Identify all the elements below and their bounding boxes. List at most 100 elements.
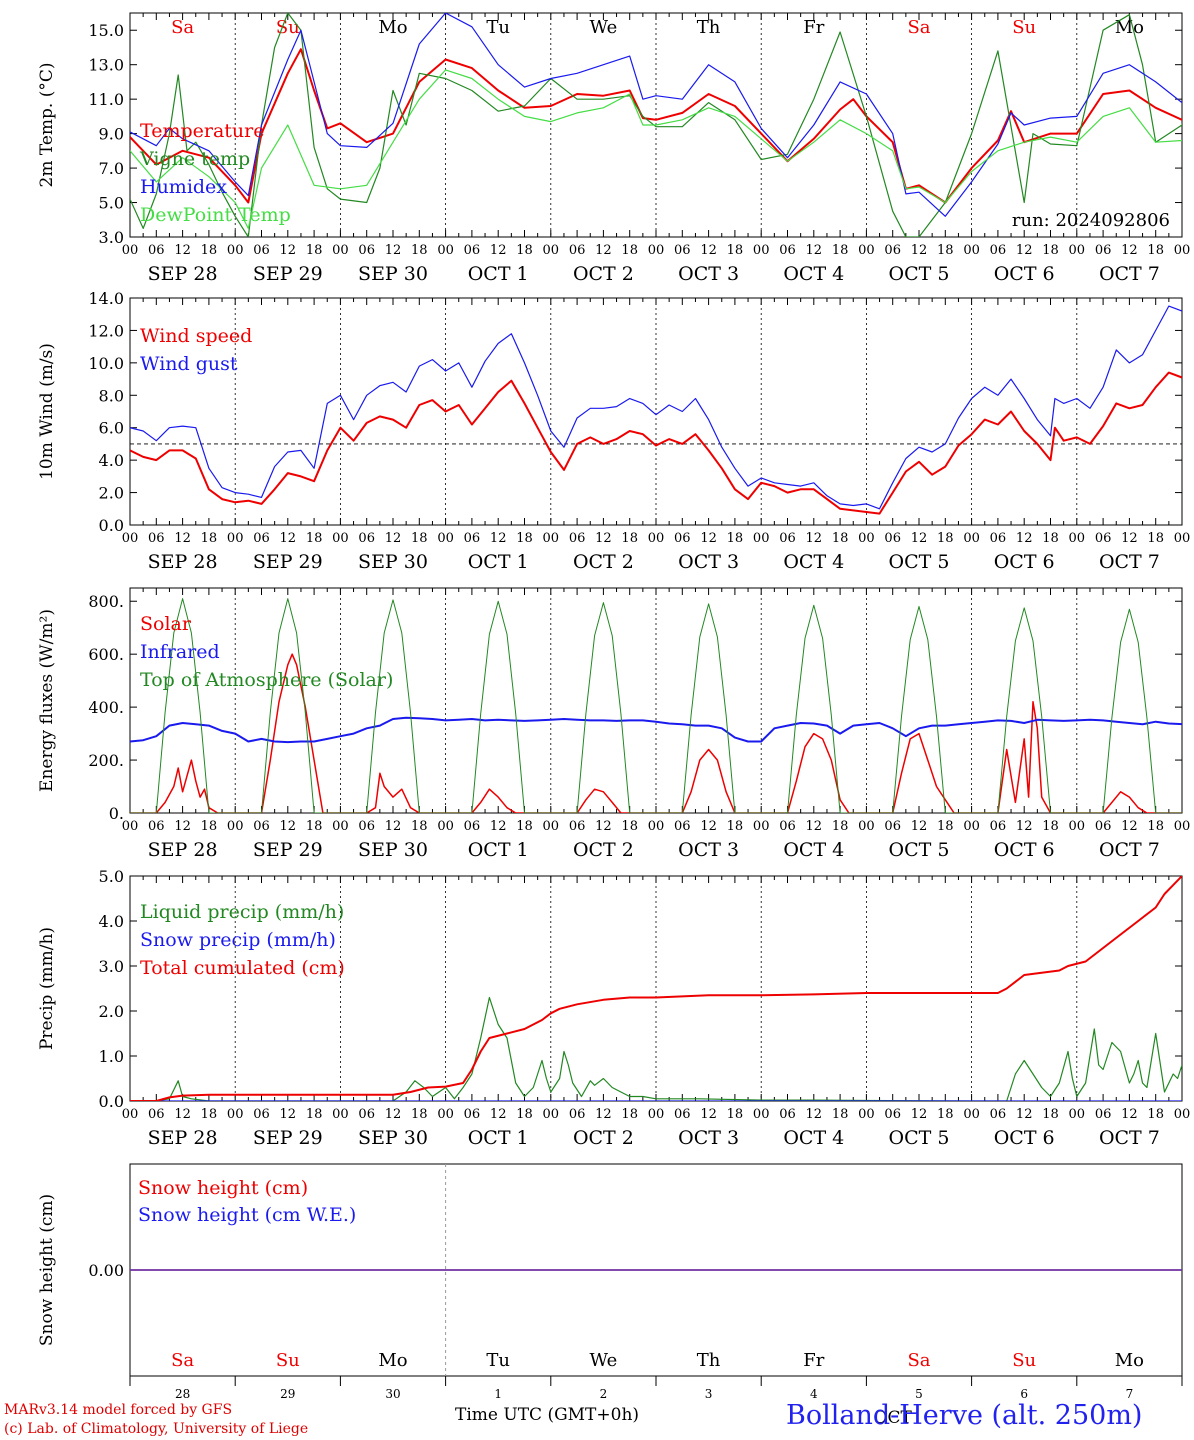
x-hour-label: 12 xyxy=(1016,243,1033,258)
x-hour-label: 06 xyxy=(884,531,901,546)
x-date-label: SEP 30 xyxy=(358,1127,428,1149)
legend-entry: Humidex xyxy=(140,176,227,198)
x-hour-label: 18 xyxy=(411,531,428,546)
weekday-label: Fr xyxy=(803,17,824,38)
x-hour-label: 00 xyxy=(227,1107,244,1122)
x-hour-label: 12 xyxy=(1121,243,1138,258)
x-hour-label: 12 xyxy=(595,243,612,258)
x-day-number: 6 xyxy=(1020,1387,1028,1401)
x-hour-label: 06 xyxy=(464,531,481,546)
series-line xyxy=(130,371,1182,515)
x-hour-label: 18 xyxy=(1042,1107,1059,1122)
x-hour-label: 06 xyxy=(779,819,796,834)
x-date-label: OCT 3 xyxy=(678,1127,739,1149)
x-hour-label: 18 xyxy=(832,243,849,258)
series-line xyxy=(130,13,1182,217)
x-hour-label: 00 xyxy=(858,1107,875,1122)
x-hour-label: 18 xyxy=(621,1107,638,1122)
weekday-label: Mo xyxy=(1115,17,1144,38)
x-hour-label: 00 xyxy=(437,243,454,258)
x-date-label: OCT 7 xyxy=(1099,263,1160,285)
y-tick-label: 2.0 xyxy=(99,1002,124,1021)
x-hour-label: 06 xyxy=(779,1107,796,1122)
y-tick-label: 7.0 xyxy=(99,159,124,178)
x-hour-label: 00 xyxy=(122,819,139,834)
panel-4: 0.0 1.0 2.0 3.0 4.0 5.0 Precip (mm/h) 00 06 12 18 S… xyxy=(37,867,1190,1149)
x-hour-label: 00 xyxy=(332,243,349,258)
x-day-number: 29 xyxy=(280,1387,295,1401)
x-hour-label: 18 xyxy=(727,819,744,834)
x-date-label: OCT 6 xyxy=(994,263,1055,285)
x-day-number: 5 xyxy=(915,1387,923,1401)
x-hour-label: 12 xyxy=(1121,1107,1138,1122)
weekday-label: We xyxy=(590,1350,618,1371)
x-date-label: OCT 7 xyxy=(1099,551,1160,573)
y-tick-label: 0. xyxy=(109,804,124,823)
x-date-label: SEP 30 xyxy=(358,551,428,573)
x-hour-label: 18 xyxy=(727,243,744,258)
legend-entry: Snow height (cm W.E.) xyxy=(138,1204,356,1226)
x-hour-label: 06 xyxy=(253,1107,270,1122)
x-hour-label: 00 xyxy=(1174,243,1191,258)
x-hour-label: 12 xyxy=(806,819,823,834)
y-tick-label: 200. xyxy=(88,751,124,770)
x-date-label: OCT 7 xyxy=(1099,1127,1160,1149)
weekday-label: Fr xyxy=(803,1350,824,1371)
x-hour-label: 06 xyxy=(569,819,586,834)
x-hour-label: 18 xyxy=(201,819,218,834)
x-hour-label: 00 xyxy=(1069,531,1086,546)
legend-entry: Vigne temp xyxy=(139,148,250,170)
x-hour-label: 18 xyxy=(937,531,954,546)
x-hour-label: 18 xyxy=(937,1107,954,1122)
x-hour-label: 12 xyxy=(174,531,191,546)
x-hour-label: 00 xyxy=(227,531,244,546)
x-hour-label: 18 xyxy=(516,243,533,258)
x-hour-label: 12 xyxy=(700,819,717,834)
x-month-label: OCT xyxy=(874,1408,913,1428)
x-date-label: OCT 3 xyxy=(678,551,739,573)
y-tick-label: 2.0 xyxy=(99,484,124,503)
x-date-label: OCT 5 xyxy=(889,551,950,573)
x-date-label: OCT 5 xyxy=(889,1127,950,1149)
x-hour-label: 12 xyxy=(595,819,612,834)
x-hour-label: 06 xyxy=(674,243,691,258)
x-date-label: OCT 2 xyxy=(573,1127,634,1149)
y-tick-label: 14.0 xyxy=(88,289,124,308)
x-hour-label: 18 xyxy=(201,531,218,546)
x-hour-label: 00 xyxy=(1174,1107,1191,1122)
x-hour-label: 06 xyxy=(253,531,270,546)
x-hour-label: 00 xyxy=(332,1107,349,1122)
series-line xyxy=(130,653,1182,813)
x-hour-label: 12 xyxy=(280,243,297,258)
plot-area xyxy=(130,13,1182,237)
x-hour-label: 12 xyxy=(1121,531,1138,546)
x-hour-label: 12 xyxy=(280,1107,297,1122)
x-hour-label: 06 xyxy=(1095,819,1112,834)
x-hour-label: 18 xyxy=(516,531,533,546)
y-tick-label: 1.0 xyxy=(99,1047,124,1066)
x-hour-label: 12 xyxy=(700,1107,717,1122)
y-tick-label: 12.0 xyxy=(88,321,124,340)
x-hour-label: 18 xyxy=(306,819,323,834)
x-hour-label: 18 xyxy=(937,243,954,258)
legend-entry: Wind speed xyxy=(140,325,252,347)
x-hour-label: 12 xyxy=(280,819,297,834)
y-axis-label: Precip (mm/h) xyxy=(37,927,57,1050)
x-hour-label: 12 xyxy=(1016,531,1033,546)
x-hour-label: 18 xyxy=(411,1107,428,1122)
x-date-label: SEP 28 xyxy=(148,1127,218,1149)
x-hour-label: 06 xyxy=(884,819,901,834)
y-tick-label: 0.0 xyxy=(99,516,124,535)
x-day-number: 2 xyxy=(600,1387,608,1401)
x-hour-label: 12 xyxy=(385,819,402,834)
x-hour-label: 06 xyxy=(253,819,270,834)
run-label: run: 2024092806 xyxy=(1012,210,1170,231)
x-hour-label: 06 xyxy=(569,243,586,258)
x-hour-label: 18 xyxy=(306,531,323,546)
y-axis-label: 2m Temp. (°C) xyxy=(37,62,57,187)
x-hour-label: 18 xyxy=(306,1107,323,1122)
x-hour-label: 00 xyxy=(332,531,349,546)
x-date-label: OCT 1 xyxy=(468,551,529,573)
x-hour-label: 12 xyxy=(700,243,717,258)
x-hour-label: 12 xyxy=(911,1107,928,1122)
